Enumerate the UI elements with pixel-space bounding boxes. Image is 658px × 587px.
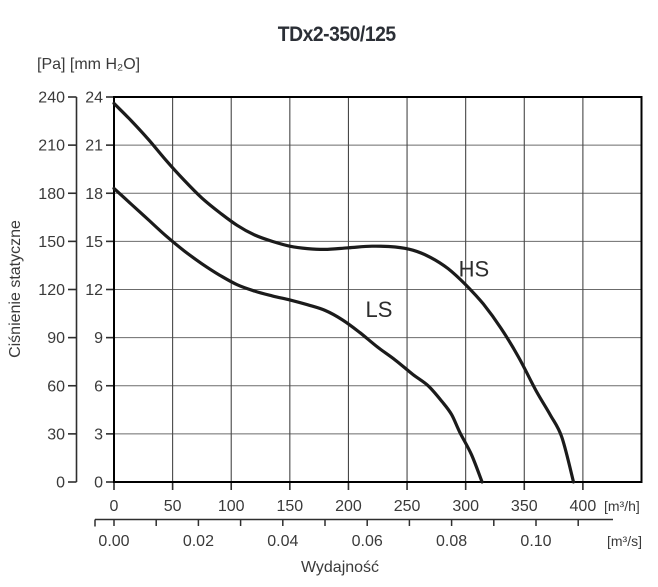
- curves: [112, 101, 576, 484]
- mm-axis: 24 21 18 15 12 9 6 3 0: [85, 90, 114, 492]
- pa-tick-label: 150: [38, 234, 65, 251]
- mm-tick-label: 0: [94, 475, 103, 492]
- m3s-tick-label: 0.08: [436, 533, 467, 550]
- pa-tick-label: 0: [56, 475, 65, 492]
- pa-tick-label: 240: [38, 90, 65, 107]
- mm-tick-label: 12: [85, 282, 103, 299]
- m3h-tick-label: 0: [110, 498, 119, 515]
- m3s-tick-label: 0.00: [98, 533, 129, 550]
- m3s-tick-label: 0.10: [520, 533, 551, 550]
- m3s-tick-label: 0.06: [352, 533, 383, 550]
- x-unit-m3s-label: [m³/s]: [607, 533, 642, 549]
- x-unit-m3h-label: [m³/h]: [604, 498, 640, 514]
- x-axis-m3h: 0 50 100 150 200 250 300 350 400: [110, 482, 597, 515]
- mm-tick-label: 21: [85, 138, 103, 155]
- pa-tick-label: 180: [38, 186, 65, 203]
- m3h-tick-label: 100: [218, 498, 245, 515]
- grid-lines: [113, 96, 643, 483]
- pa-tick-label: 30: [47, 426, 65, 443]
- mm-tick-label: 18: [85, 186, 103, 203]
- pa-tick-label: 210: [38, 138, 65, 155]
- mm-tick-label: 9: [94, 330, 103, 347]
- pa-tick-label: 90: [47, 330, 65, 347]
- curve-label-hs: HS: [459, 257, 490, 282]
- chart-title: TDx2-350/125: [278, 23, 396, 46]
- mm-tick-label: 3: [94, 426, 103, 443]
- m3h-tick-label: 350: [511, 498, 538, 515]
- curve-ls: [112, 186, 484, 484]
- y-units-label: [Pa] [mm H₂O]: [37, 56, 140, 73]
- curve-hs: [112, 101, 576, 484]
- m3h-tick-label: 150: [276, 498, 303, 515]
- m3h-tick-label: 200: [335, 498, 362, 515]
- x-axis-m3s: 0.00 0.02 0.04 0.06 0.08 0.10: [94, 518, 613, 550]
- m3s-tick-label: 0.02: [183, 533, 214, 550]
- y-axis-title: Ciśnienie statyczne: [7, 220, 24, 358]
- m3h-tick-label: 250: [394, 498, 421, 515]
- curve-label-ls: LS: [365, 297, 392, 322]
- x-axis-title: Wydajność: [301, 559, 379, 576]
- m3h-tick-label: 400: [570, 498, 597, 515]
- m3h-tick-label: 300: [452, 498, 479, 515]
- plot-border: [113, 96, 643, 483]
- mm-tick-label: 6: [94, 378, 103, 395]
- mm-tick-label: 15: [85, 234, 103, 251]
- m3h-tick-label: 50: [164, 498, 182, 515]
- pa-tick-label: 60: [47, 378, 65, 395]
- curve-labels: HS LS: [365, 257, 489, 322]
- pa-axis: 240 210 180 150 120 90 60 30 0: [38, 90, 78, 492]
- m3s-tick-label: 0.04: [267, 533, 298, 550]
- mm-tick-label: 24: [85, 90, 103, 107]
- pa-tick-label: 120: [38, 282, 65, 299]
